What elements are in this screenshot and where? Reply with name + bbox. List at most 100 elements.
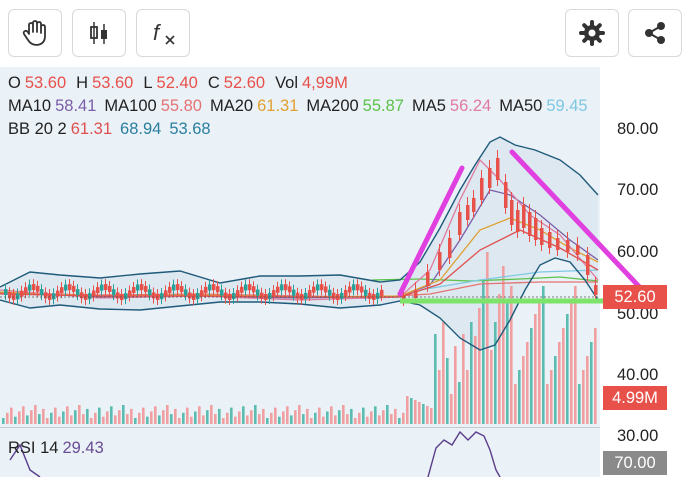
candle-body [414,290,418,298]
volume-bar [182,412,185,424]
candle-body [172,284,176,291]
volume-bar [354,418,357,424]
candle-body [208,284,212,291]
volume-bar [310,418,313,424]
volume-bar [242,406,245,424]
volume-bar [206,410,209,424]
candle-body [268,292,272,299]
settings-button[interactable] [565,9,619,57]
candle-body [128,290,132,297]
hand-tool-icon [22,20,46,46]
candle-body [556,238,560,250]
volume-bar [10,407,13,424]
volume-bar [446,358,449,424]
volume-bar [122,405,125,424]
volume-bar [502,266,505,424]
volume-bar [230,407,233,424]
volume-bar [82,414,85,424]
volume-bar [498,294,501,424]
candle-body [60,287,64,294]
candle-body [276,286,280,293]
volume-bar [418,402,421,424]
candle-body [204,286,208,293]
candle-body [576,245,580,255]
volume-bar [198,406,201,424]
price-axis-label: 70.00 [617,181,659,199]
volume-bar [142,407,145,424]
candlestick-button[interactable] [72,9,126,57]
share-button[interactable] [628,9,682,57]
volume-bar [486,252,489,424]
candle-body [124,293,128,300]
volume-bar [42,408,45,424]
candle-body [480,178,484,200]
candle-body [320,284,324,291]
rsi-line [9,430,501,477]
volume-bar [454,346,457,424]
volume-bar [78,405,81,424]
volume-bar [510,286,513,424]
candle-body [116,292,120,299]
volume-bar [470,322,473,424]
volume-bar [438,370,441,424]
candle-body [284,284,288,291]
candle-body [348,286,352,293]
candle-body [528,212,532,236]
volume-bar [546,384,549,424]
volume-bar [214,414,217,424]
volume-bar [202,415,205,424]
candle-body [566,240,570,252]
volume-bar [118,410,121,424]
candle-body [328,289,332,296]
volume-bar [370,411,373,424]
formula-icon-f: f [153,20,162,45]
volume-bar [458,382,461,424]
candle-body [56,290,60,297]
volume-bar [86,408,89,424]
formula-button[interactable]: f [136,9,190,57]
candle-body [176,284,180,291]
volume-bar [14,416,17,424]
candle-body [344,289,348,296]
volume-bar [94,412,97,424]
candle-body [426,272,430,286]
candle-body [96,287,100,294]
volume-bar [254,405,257,424]
candle-body [332,292,336,299]
volume-bar [482,280,485,424]
rsi-line-left [9,443,41,477]
rsi-line-spike [427,430,501,477]
bollinger-legend: BB 20 2 61.31 68.94 53.68 [8,120,211,138]
candle-body [316,284,320,291]
candle-body [148,289,152,296]
volume-bar [410,398,413,424]
candle-body [438,252,442,270]
volume-bar [2,418,5,424]
price-axis-label: 50.00 [617,305,659,323]
rsi-legend: RSI 14 29.43 [8,439,104,457]
volume-bar [294,410,297,424]
volume-bar [186,407,189,424]
hand-tool-button[interactable] [8,9,62,57]
volume-bar [330,406,333,424]
volume-bar [22,406,25,424]
candle-body [80,292,84,299]
volume-bar [554,356,557,424]
volume-bar [286,406,289,424]
candle-body [44,292,48,299]
volume-bar [582,370,585,424]
candle-body [212,284,216,291]
candle-body [586,255,590,275]
volume-bar [422,404,425,424]
volume-bar [586,356,589,424]
volume-bar [318,407,321,424]
candle-body [164,290,168,297]
volume-bar [406,396,409,424]
candle-body [132,287,136,294]
candle-body [280,284,284,291]
volume-bar [74,410,77,424]
candle-body [92,290,96,297]
volume-bar [362,407,365,424]
volume-bar [62,411,65,424]
volume-bar [390,414,393,424]
